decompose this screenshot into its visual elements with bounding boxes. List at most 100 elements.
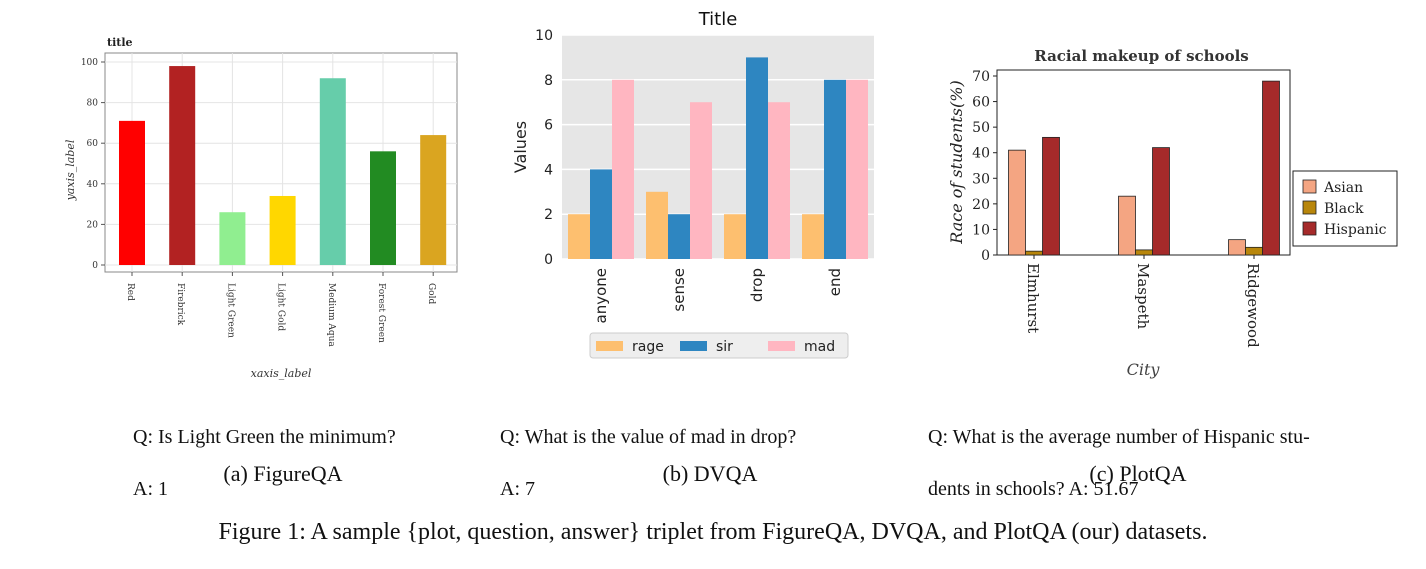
- figureqa-bar-2: [219, 212, 246, 265]
- figureqa-ytick-label-1: 20: [87, 220, 99, 230]
- figureqa-xtick-label-6: Gold: [426, 283, 436, 304]
- figure-caption: Figure 1: A sample {plot, question, answ…: [218, 519, 1208, 545]
- plotqa-legend-swatch-Hispanic: [1302, 221, 1317, 236]
- dvqa-bar-mad-3: [846, 79, 868, 259]
- figureqa-xlabel: xaxis_label: [251, 367, 312, 380]
- plotqa-ytick-label-3: 30: [972, 171, 990, 187]
- figureqa-xtick-label-2: Light Green: [225, 283, 235, 338]
- dvqa-ytick-label-2: 4: [544, 162, 553, 178]
- dvqa-xtick-label-2: drop: [748, 268, 766, 302]
- dvqa-bar-mad-0: [612, 79, 634, 259]
- dvqa-bar-mad-2: [768, 102, 790, 259]
- plotqa-bar-Asian-0: [1008, 149, 1026, 256]
- figureqa-xtick-label-1: Firebrick: [175, 283, 185, 326]
- plotqa-ytick-label-5: 50: [972, 120, 990, 136]
- plotqa-xtick-label-1: Maspeth: [1134, 263, 1152, 330]
- plotqa-plot-area: [996, 69, 1291, 256]
- plotqa-legend-label-Black: Black: [1324, 201, 1364, 217]
- plotqa-question-line1: Q: What is the average number of Hispani…: [928, 426, 1310, 448]
- figureqa-question: Q: Is Light Green the minimum?: [133, 426, 396, 448]
- figureqa-ytick-label-2: 40: [87, 180, 99, 190]
- plotqa-bar-Hispanic-0: [1042, 136, 1060, 256]
- figureqa-xtick-label-3: Light Gold: [276, 283, 286, 331]
- dvqa-xtick-label-3: end: [826, 268, 844, 296]
- dvqa-bar-sir-0: [590, 169, 612, 259]
- dvqa-xtick-label-0: anyone: [592, 268, 610, 324]
- dvqa-ytick-label-4: 8: [544, 73, 553, 89]
- figureqa-qa: Q: Is Light Green the minimum? A: 1: [133, 398, 396, 528]
- plotqa-ytick-label-4: 40: [972, 146, 990, 162]
- dvqa-ytick-label-3: 6: [544, 118, 553, 134]
- plotqa-question-line2: dents in schools? A: 51.67: [928, 478, 1139, 500]
- figureqa-bar-3: [269, 195, 296, 265]
- plotqa-xtick-label-0: Elmhurst: [1024, 263, 1042, 333]
- dvqa-bar-rage-1: [646, 191, 668, 259]
- dvqa-legend-swatch-mad: [768, 341, 795, 351]
- plotqa-legend-label-Asian: Asian: [1323, 180, 1363, 196]
- plotqa-bar-Black-1: [1135, 249, 1153, 256]
- plotqa-title: Racial makeup of schools: [1034, 47, 1248, 65]
- subcaption-c: (c) PlotQA: [1089, 461, 1187, 486]
- plotqa-ytick-label-0: 0: [981, 248, 990, 264]
- figureqa-bar-6: [420, 135, 447, 265]
- dvqa-legend-label-rage: rage: [632, 339, 664, 355]
- dvqa-chart: 0 2 4 6 8 10 anyone sense drop end Title Values rage…: [511, 9, 874, 359]
- dvqa-question: Q: What is the value of mad in drop?: [500, 426, 797, 448]
- figureqa-bar-0: [119, 120, 145, 266]
- dvqa-bar-sir-3: [824, 79, 846, 259]
- figureqa-title: title: [107, 36, 133, 49]
- dvqa-title: Title: [698, 9, 738, 30]
- dvqa-ytick-label-0: 0: [544, 252, 553, 268]
- dvqa-bar-rage-3: [802, 214, 824, 259]
- dvqa-ytick-label-5: 10: [535, 28, 553, 44]
- plotqa-legend-swatch-Asian: [1302, 179, 1317, 194]
- figureqa-xtick-label-0: Red: [125, 283, 135, 301]
- subcaption-a: (a) FigureQA: [223, 461, 343, 486]
- figureqa-ylabel: yaxis_label: [64, 139, 77, 201]
- plotqa-ylabel: Race of students(%): [947, 80, 966, 244]
- plotqa-bar-Hispanic-2: [1262, 80, 1280, 256]
- subcaption-b: (b) DVQA: [662, 461, 758, 486]
- figureqa-ytick-label-4: 80: [87, 99, 99, 109]
- dvqa-legend: [589, 332, 849, 359]
- dvqa-bar-sir-1: [668, 214, 690, 259]
- plotqa-xlabel: City: [1127, 360, 1161, 379]
- plotqa-chart: 0 10 20 30 40 50 60 70 Elmhurst Maspeth Ridgewood R…: [947, 47, 1398, 379]
- plotqa-bar-Asian-1: [1118, 195, 1136, 256]
- plotqa-bar-Black-2: [1245, 246, 1263, 256]
- figureqa-xtick-label-4: Medium Aqua: [326, 283, 336, 347]
- dvqa-legend-label-mad: mad: [804, 339, 835, 355]
- figureqa-bar-1: [169, 66, 196, 265]
- plotqa-ytick-label-6: 60: [972, 95, 990, 111]
- plotqa-legend-swatch-Black: [1302, 200, 1317, 215]
- figureqa-ytick-label-0: 0: [92, 261, 98, 271]
- plotqa-xtick-label-2: Ridgewood: [1244, 263, 1262, 348]
- dvqa-xtick-label-1: sense: [670, 268, 688, 312]
- dvqa-ylabel: Values: [511, 121, 530, 173]
- figureqa-xtick-label-5: Forest Green: [376, 283, 386, 343]
- plotqa-ytick-label-2: 20: [972, 197, 990, 213]
- dvqa-bar-rage-0: [568, 214, 590, 259]
- dvqa-legend-swatch-rage: [596, 341, 623, 351]
- dvqa-qa: Q: What is the value of mad in drop? A: …: [500, 398, 796, 528]
- plotqa-legend-label-Hispanic: Hispanic: [1324, 222, 1387, 238]
- figureqa-chart: 0 20 40 60 80 100 Red Firebrick Light Green Light…: [64, 36, 458, 380]
- figureqa-ytick-label-3: 60: [87, 139, 99, 149]
- plotqa-ytick-label-7: 70: [972, 69, 990, 85]
- plotqa-bar-Hispanic-1: [1152, 147, 1170, 256]
- plotqa-bar-Black-0: [1025, 250, 1043, 256]
- dvqa-bar-rage-2: [724, 214, 746, 259]
- dvqa-legend-label-sir: sir: [716, 339, 733, 355]
- figureqa-answer: A: 1: [133, 478, 168, 500]
- dvqa-bar-sir-2: [746, 57, 768, 260]
- plotqa-ytick-label-1: 10: [972, 222, 990, 238]
- dvqa-ytick-label-1: 2: [544, 207, 553, 223]
- dvqa-bar-mad-1: [690, 102, 712, 259]
- dvqa-legend-swatch-sir: [680, 341, 707, 351]
- dvqa-answer: A: 7: [500, 478, 535, 500]
- figureqa-bar-5: [370, 151, 396, 265]
- figureqa-ytick-label-5: 100: [81, 58, 98, 68]
- plotqa-bar-Asian-2: [1228, 239, 1246, 256]
- plotqa-qa: Q: What is the average number of Hispani…: [928, 398, 1310, 528]
